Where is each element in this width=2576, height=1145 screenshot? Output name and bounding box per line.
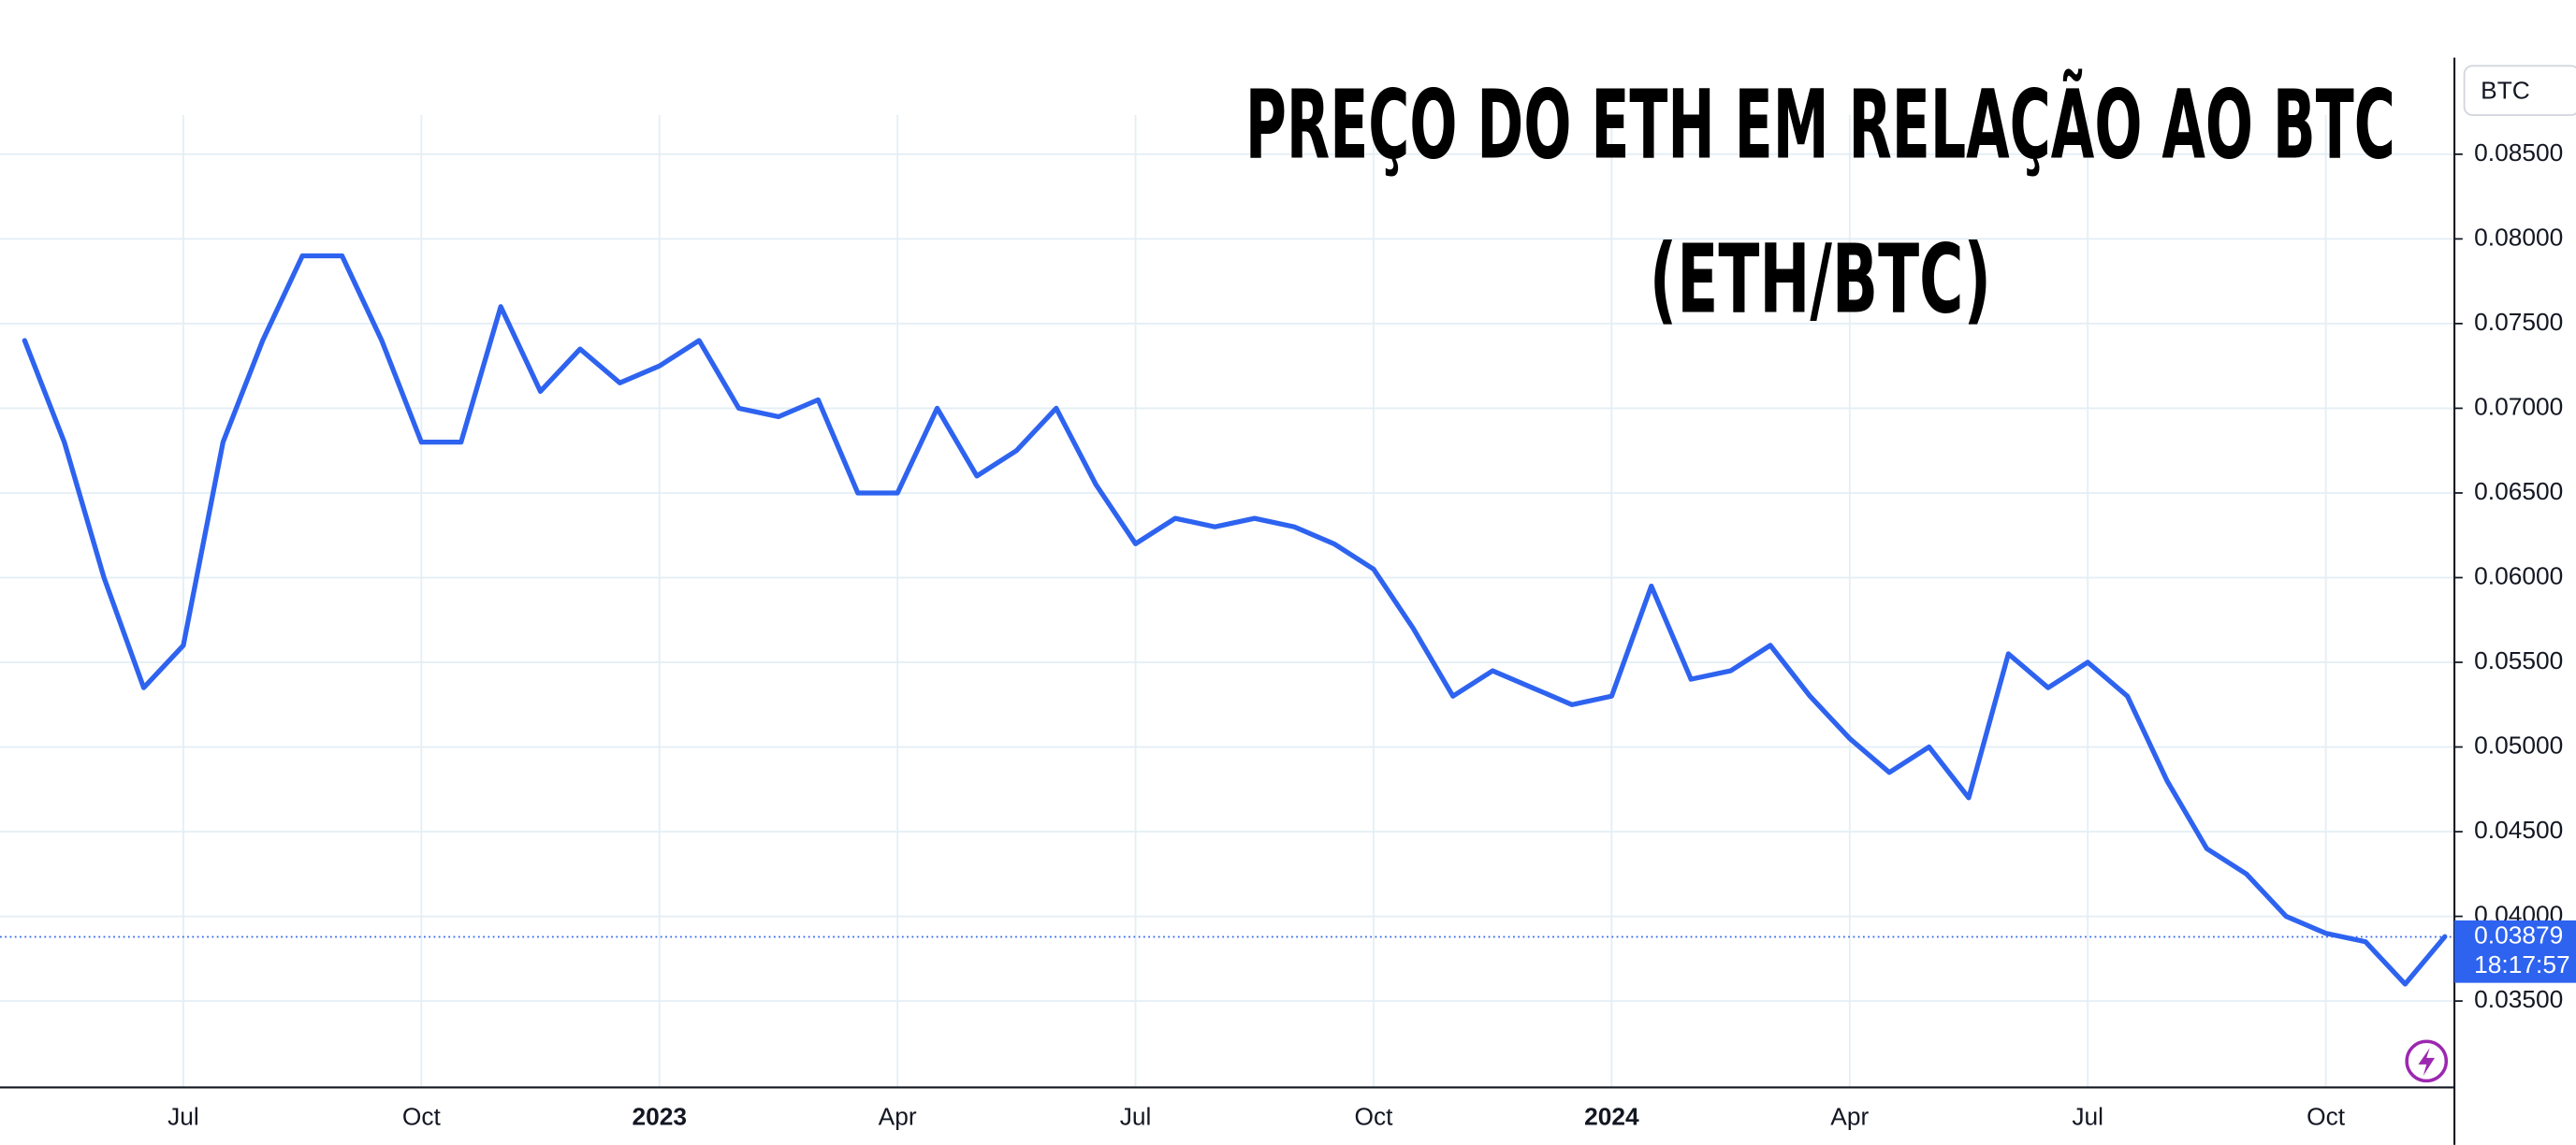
x-tick-label: Oct xyxy=(402,1103,442,1131)
y-tick-label: 0.03500 xyxy=(2474,985,2563,1013)
x-tick-label: Apr xyxy=(1830,1103,1869,1131)
plot xyxy=(22,253,2448,987)
x-tick-label: Jul xyxy=(2072,1103,2103,1131)
y-tick-label: 0.06500 xyxy=(2474,477,2563,505)
y-tick-label: 0.06000 xyxy=(2474,561,2563,589)
x-tick-label: Oct xyxy=(1354,1103,1393,1131)
unit-box[interactable] xyxy=(2463,65,2576,116)
chart-title: PREÇO DO ETH EM RELAÇÃO AO BTC xyxy=(1245,67,2395,181)
x-tick-label: Apr xyxy=(879,1103,917,1131)
x-tick-label: 2023 xyxy=(632,1103,687,1131)
unit-label: BTC xyxy=(2481,76,2530,104)
price-line xyxy=(22,253,2448,987)
y-tick-label: 0.07000 xyxy=(2474,392,2563,420)
chart-subtitle: (ETH/BTC) xyxy=(1650,224,1991,335)
lightning-icon xyxy=(2418,1048,2436,1077)
x-tick-label: Jul xyxy=(1120,1103,1152,1131)
x-tick-label: Oct xyxy=(2307,1103,2346,1131)
countdown-label: 18:17:57 xyxy=(2474,950,2569,978)
grid xyxy=(0,115,2463,1088)
y-tick-label: 0.08000 xyxy=(2474,223,2563,251)
last-price-label: 0.03879 xyxy=(2474,920,2563,949)
y-tick-label: 0.04500 xyxy=(2474,816,2563,844)
last-price-box xyxy=(2454,920,2576,983)
y-tick-label: 0.05500 xyxy=(2474,646,2563,674)
y-tick-label: 0.07500 xyxy=(2474,308,2563,336)
y-tick-label: 0.08500 xyxy=(2474,138,2563,167)
x-tick-label: Jul xyxy=(167,1103,199,1131)
y-tick-label: 0.05000 xyxy=(2474,731,2563,759)
x-tick-label: 2024 xyxy=(1584,1103,1639,1131)
